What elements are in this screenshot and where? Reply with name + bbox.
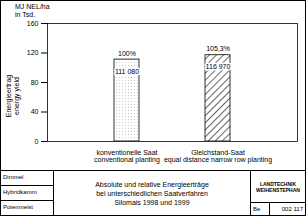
svg-text:100%: 100% (118, 50, 136, 57)
svg-text:Gleichstand-Saatequal distance: Gleichstand-Saatequal distance narrow ro… (164, 149, 272, 164)
svg-text:80: 80 (31, 79, 39, 86)
html-text:LANDTECHNIK WEIHENSTEPHAN: LANDTECHNIK WEIHENSTEPHAN (256, 180, 300, 193)
svg-text:40: 40 (31, 108, 39, 115)
html-text:Be: Be (253, 206, 261, 212)
html-text:MJ NEL/ha in Tsd.: MJ NEL/ha in Tsd. (15, 3, 50, 18)
html-text:Energieertrag energy yield: Energieertrag energy yield (5, 74, 20, 118)
svg-text:0: 0 (35, 138, 39, 145)
html-text:Dimmel: Dimmel (3, 174, 24, 180)
svg-text:120: 120 (27, 49, 39, 56)
svg-text:111 080: 111 080 (115, 68, 139, 75)
svg-text:105,3%: 105,3% (206, 45, 230, 52)
html-text:Hybridkamm: Hybridkamm (3, 189, 37, 195)
html-text:Absolute und relative Energiee: Absolute und relative Energieerträge bei… (95, 180, 209, 206)
svg-text:konventionelle Saatconventiona: konventionelle Saatconventional planting (94, 149, 160, 164)
html-text:Potenmeist: Potenmeist (3, 204, 33, 210)
html-text:002 117: 002 117 (281, 206, 303, 212)
svg-text:116 970: 116 970 (206, 63, 231, 70)
svg-text:160: 160 (27, 20, 39, 27)
